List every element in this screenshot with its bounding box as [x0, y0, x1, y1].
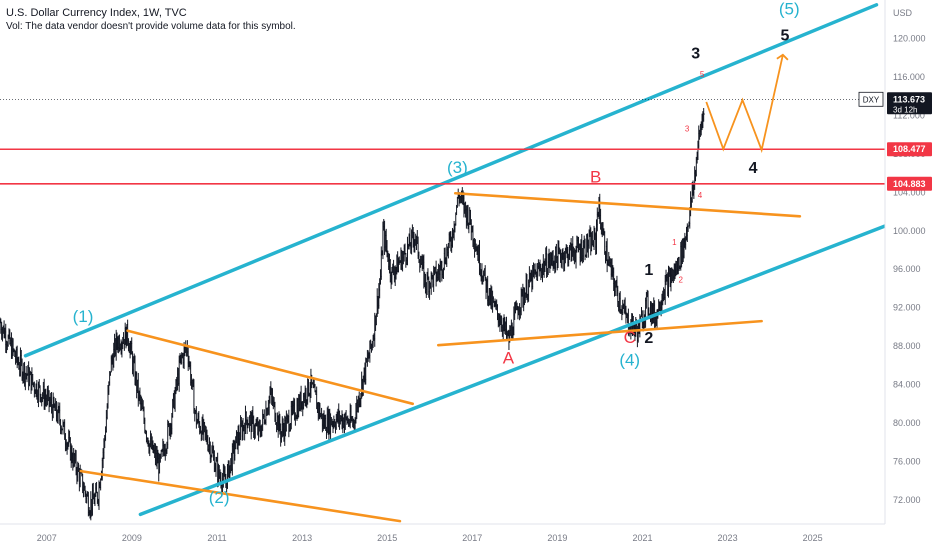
symbol-tag-bg: [858, 91, 884, 107]
y-tick-label: 100.000: [893, 226, 926, 236]
level-tag-2-bg: [887, 176, 932, 191]
x-tick-label: 2019: [547, 533, 567, 543]
symbol-tag-text: DXY: [863, 95, 880, 104]
wave-label-10: 2: [644, 330, 653, 347]
current-price-tag-text: 113.673: [893, 94, 925, 104]
volume-note: Vol: The data vendor doesn't provide vol…: [6, 21, 296, 32]
wave-label-11: 3: [691, 46, 700, 63]
current-price-tag-bg: [887, 92, 932, 115]
wave-label-6: A: [503, 348, 515, 367]
wave-label-17: 4: [698, 191, 703, 200]
wave-label-16: 3: [685, 125, 690, 134]
trend-line-5: [126, 329, 415, 406]
y-tick-label: 84.000: [893, 380, 921, 390]
y-tick-label: 96.000: [893, 264, 921, 274]
trend-line-4: [453, 191, 802, 218]
current-price-tag-countdown: 3d 12h: [893, 105, 917, 114]
wave-label-18: 5: [700, 70, 705, 79]
wave-label-1: (1): [73, 307, 94, 326]
level-tag-1-bg: [887, 142, 932, 157]
wave-label-14: 1: [672, 238, 677, 247]
y-tick-label: 76.000: [893, 457, 921, 467]
wave-label-13: 5: [781, 27, 790, 44]
wave-label-4: (4): [619, 350, 640, 369]
wave-label-7: B: [590, 168, 601, 187]
y-tick-label: 88.000: [893, 341, 921, 351]
x-tick-label: 2007: [37, 533, 57, 543]
x-tick-label: 2015: [377, 533, 397, 543]
y-tick-label: 120.000: [893, 33, 926, 43]
x-tick-label: 2013: [292, 533, 312, 543]
wave-label-2: (2): [209, 488, 230, 507]
wave-label-8: C: [624, 328, 636, 347]
trend-line-6: [79, 469, 402, 523]
y-tick-label: 72.000: [893, 495, 921, 505]
trend-line-2: [138, 224, 885, 517]
wave-label-3: (3): [447, 158, 468, 177]
price-axis-unit: USD: [893, 8, 913, 18]
y-tick-label: 116.000: [893, 72, 925, 82]
trend-line-1: [23, 3, 879, 358]
projection-path: [705, 54, 784, 154]
price-bars: [0, 108, 705, 521]
y-tick-label: 104.000: [893, 187, 926, 197]
symbol-title: U.S. Dollar Currency Index, 1W, TVC: [6, 7, 187, 19]
projection-arrowhead: [776, 53, 789, 61]
trend-line-3: [436, 319, 763, 347]
wave-label-9: 1: [644, 262, 653, 279]
y-tick-label: 112.000: [893, 110, 925, 120]
x-tick-label: 2011: [207, 533, 226, 543]
x-tick-label: 2017: [462, 533, 482, 543]
wave-label-15: 2: [679, 276, 684, 285]
wave-label-12: 4: [749, 160, 758, 177]
x-tick-label: 2021: [632, 533, 652, 543]
chart-header: U.S. Dollar Currency Index, 1W, TVC Vol:…: [6, 6, 296, 34]
level-tag-2-text: 104.883: [893, 179, 926, 189]
x-tick-label: 2009: [122, 533, 142, 543]
x-tick-label: 2025: [803, 533, 823, 543]
level-tag-1-text: 108.477: [893, 144, 926, 154]
x-tick-label: 2023: [718, 533, 738, 543]
plot-area: (1) (2) (3) (4) (5) A B C 1 2 3 4 5 1 2 3 4 5: [0, 0, 885, 523]
y-tick-label: 92.000: [893, 303, 921, 313]
y-tick-label: 80.000: [893, 418, 921, 428]
wave-label-5: (5): [779, 0, 800, 18]
